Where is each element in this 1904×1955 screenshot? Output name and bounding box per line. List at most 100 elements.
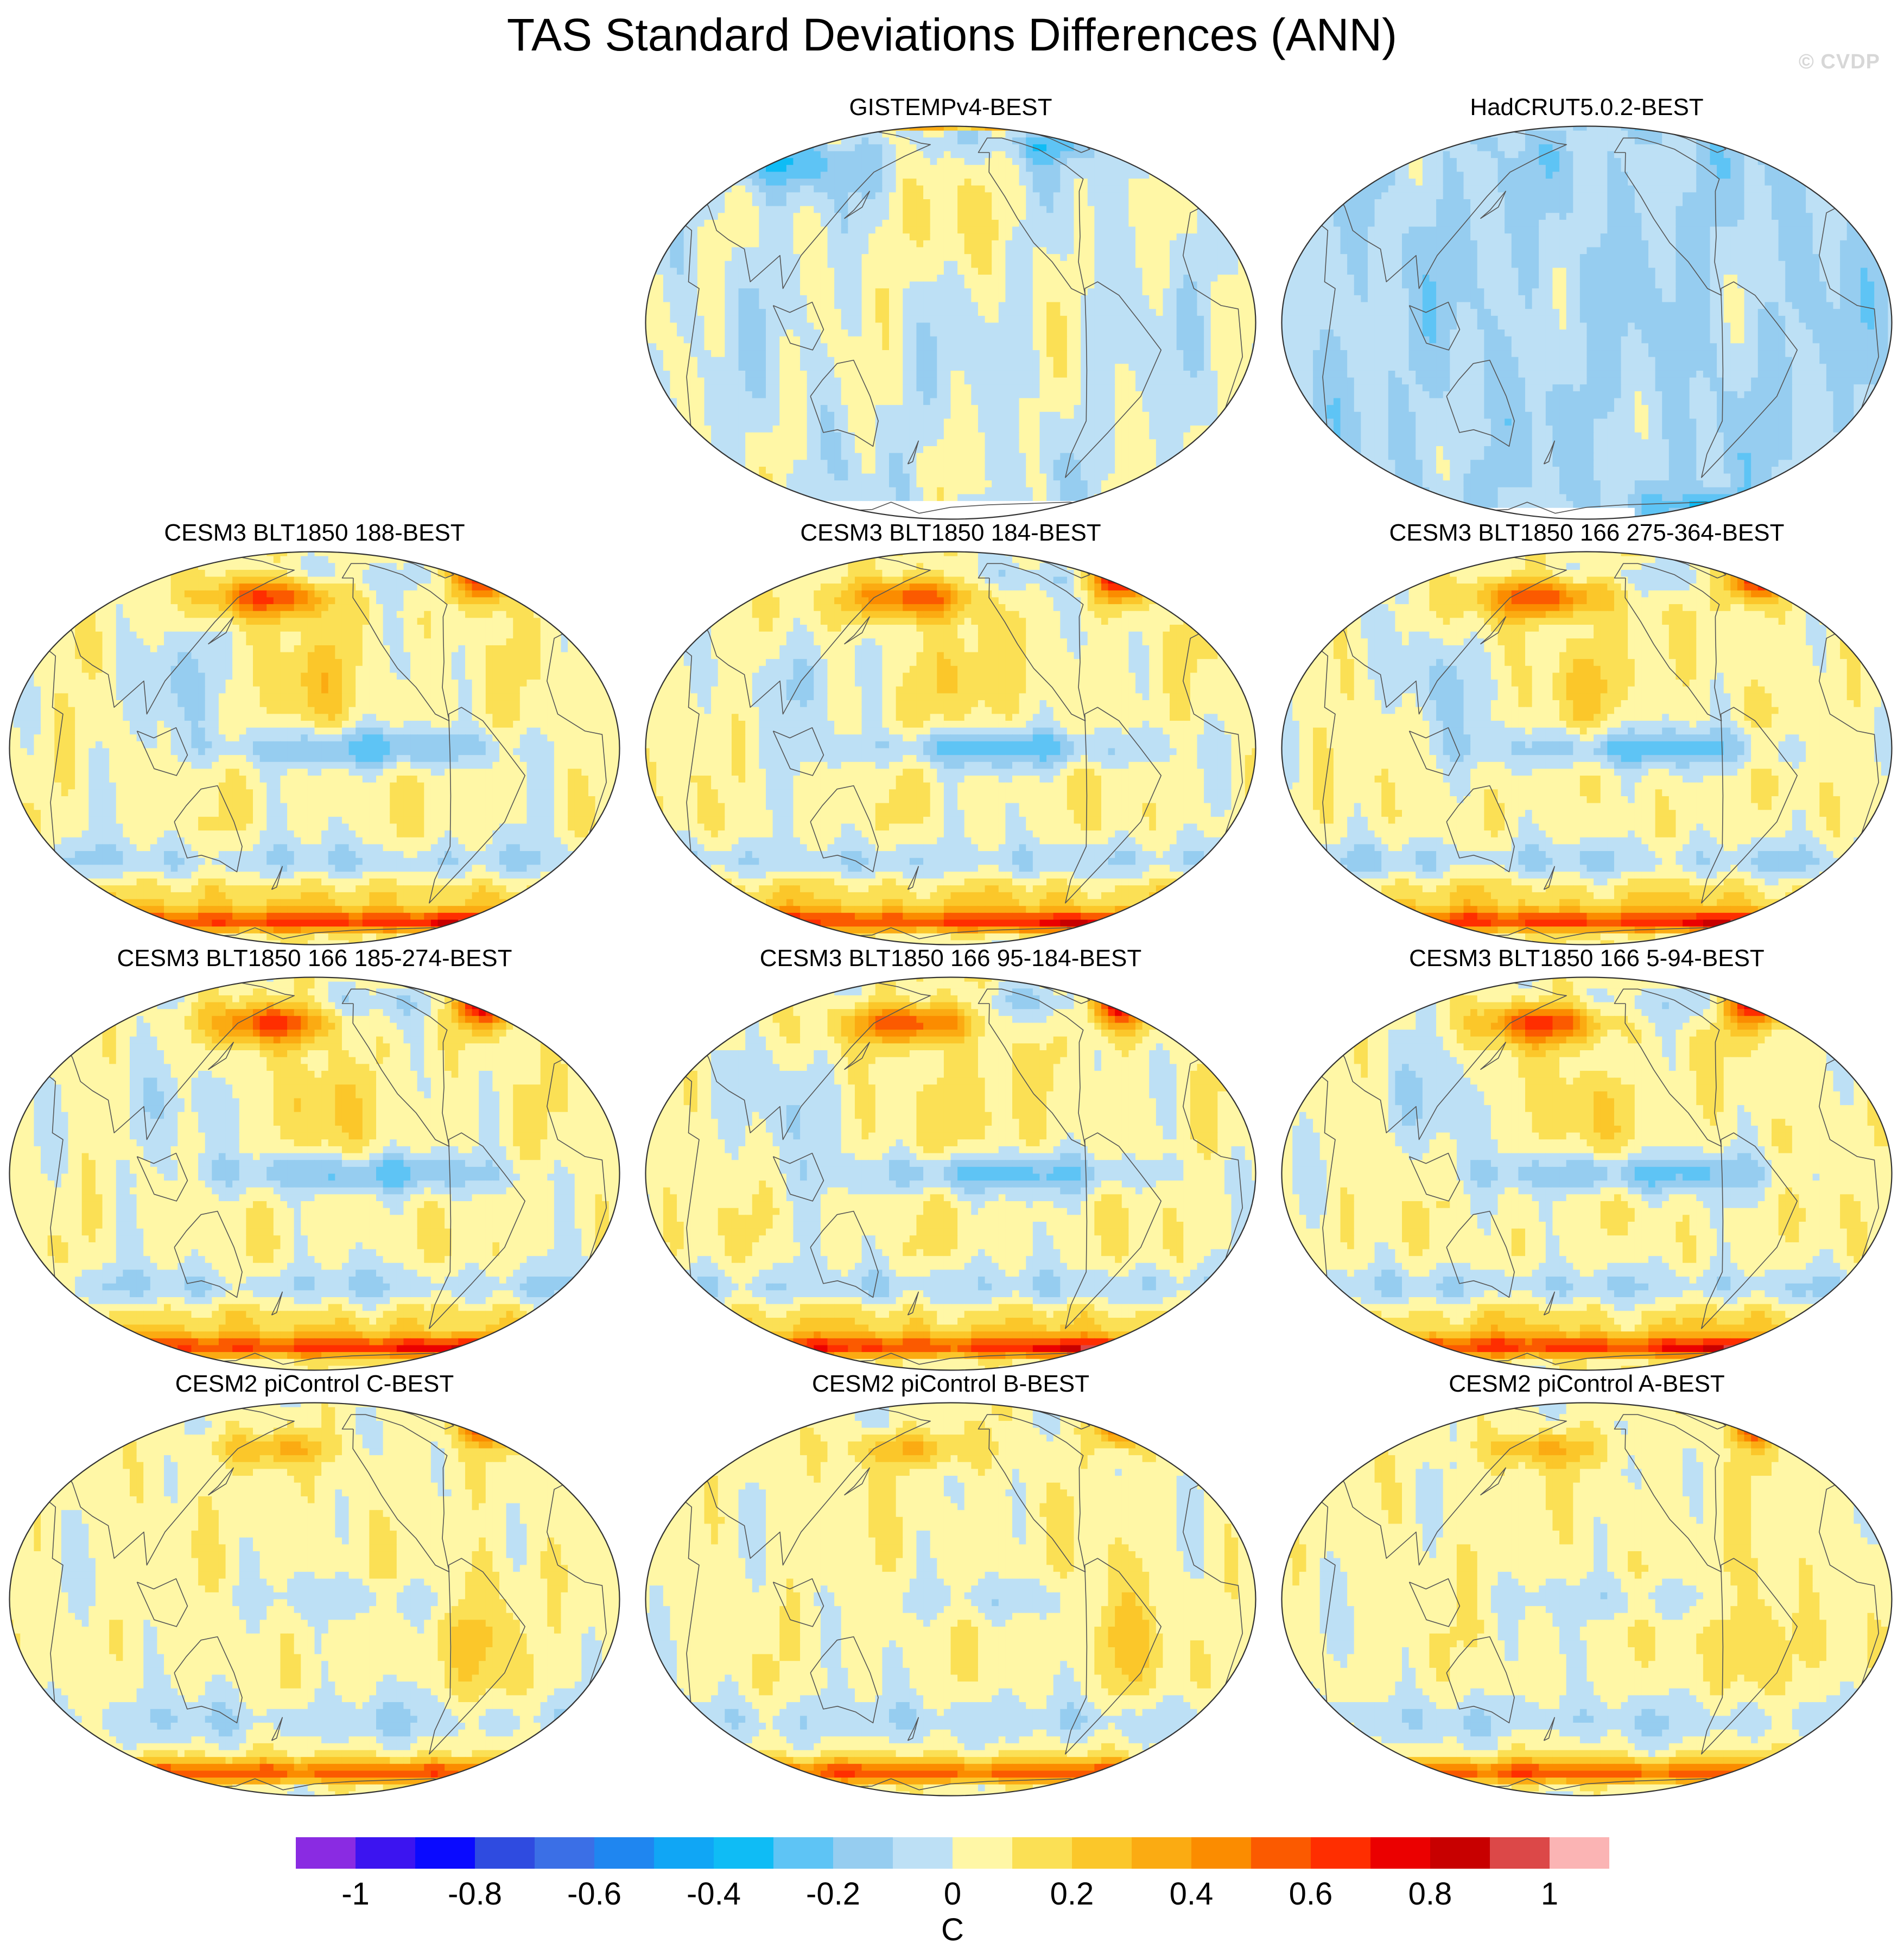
map-cell <box>868 494 876 502</box>
map-cell <box>1026 439 1033 447</box>
map-cell <box>930 364 937 371</box>
map-cell <box>1744 179 1751 186</box>
map-cell <box>1115 247 1122 255</box>
map-cell <box>909 164 917 173</box>
map-cell <box>1026 446 1033 454</box>
map-cell <box>725 377 732 385</box>
map-cell <box>820 405 828 412</box>
map-cell <box>848 199 855 207</box>
map-cell <box>827 398 835 405</box>
map-cell <box>1197 405 1204 412</box>
map-cell <box>1737 179 1745 186</box>
map-cell <box>1026 137 1033 145</box>
map-cell <box>772 295 780 303</box>
map-cell <box>1381 206 1389 213</box>
map-cell <box>957 185 965 193</box>
map-cell <box>882 432 890 440</box>
map-cell <box>1190 213 1198 220</box>
map-cell <box>1799 172 1806 179</box>
map-cell <box>1012 261 1020 268</box>
map-cell <box>677 254 684 262</box>
map-cell <box>896 126 903 131</box>
map-cell <box>1559 179 1567 186</box>
map-cell <box>779 357 787 364</box>
map-cell <box>923 411 931 420</box>
map-cell <box>854 247 862 255</box>
map-cell <box>909 268 917 275</box>
map-cell <box>834 240 842 248</box>
map-cell <box>1675 137 1683 145</box>
map-cell <box>1074 329 1081 337</box>
map-cell <box>1361 192 1368 200</box>
map-cell <box>1135 384 1143 392</box>
map-cell <box>964 398 972 405</box>
map-cell <box>1456 206 1464 213</box>
map-cell <box>1005 302 1013 309</box>
map-cell <box>1067 315 1075 323</box>
map-cell <box>704 315 712 323</box>
map-cell <box>937 501 944 509</box>
map-cell <box>725 370 732 378</box>
map-cell <box>971 206 979 213</box>
map-cell <box>834 144 842 152</box>
map-cell <box>1074 199 1081 207</box>
map-cell <box>677 398 684 405</box>
map-cell <box>861 460 869 467</box>
map-cell <box>1586 144 1594 152</box>
map-cell <box>1717 172 1724 179</box>
map-cell <box>827 370 835 378</box>
map-cell <box>1238 240 1246 248</box>
map-cell <box>807 350 814 358</box>
map-cell <box>1422 164 1430 173</box>
map-cell <box>1579 126 1588 131</box>
map-cell <box>1094 466 1102 474</box>
map-cell <box>943 377 951 385</box>
map-cell <box>1463 179 1471 186</box>
map-cell <box>752 233 759 241</box>
map-cell <box>1210 315 1218 323</box>
map-cell <box>889 295 897 303</box>
map-cell <box>943 343 951 351</box>
map-cell <box>1190 398 1198 405</box>
map-cell <box>985 336 992 344</box>
map-cell <box>1032 336 1040 344</box>
map-cell <box>841 426 848 433</box>
map-cell <box>827 268 835 275</box>
map-cell <box>875 288 883 296</box>
map-cell <box>1060 240 1068 248</box>
map-cell <box>1128 343 1136 351</box>
map-cell <box>937 384 944 392</box>
map-cell <box>725 268 732 275</box>
map-cell <box>766 179 773 186</box>
map-cell <box>978 254 986 262</box>
map-cell <box>1115 179 1122 186</box>
map-cell <box>1108 213 1115 220</box>
map-cell <box>957 261 965 268</box>
map-cell <box>1128 466 1136 474</box>
map-cell <box>992 164 999 173</box>
map-cell <box>964 460 972 467</box>
map-cell <box>683 343 691 351</box>
map-cell <box>738 268 746 275</box>
map-cell <box>903 405 910 412</box>
map-cell <box>978 185 986 193</box>
map-cell <box>1039 405 1047 412</box>
map-cell <box>1060 315 1068 323</box>
map-cell <box>1463 130 1471 138</box>
map-cell <box>1060 405 1068 412</box>
map-cell <box>656 370 664 378</box>
map-cell <box>1163 364 1170 371</box>
map-cell <box>998 206 1006 213</box>
map-cell <box>738 350 746 358</box>
map-cell <box>1067 275 1075 282</box>
map-cell <box>766 446 773 454</box>
map-cell <box>985 411 992 420</box>
map-cell <box>1121 398 1129 405</box>
map-cell <box>670 411 677 420</box>
map-cell <box>1121 411 1129 420</box>
map-cell <box>1135 281 1143 289</box>
map-cell <box>1081 426 1088 433</box>
map-cell <box>1456 164 1464 173</box>
map-cell <box>882 288 890 296</box>
map-cell <box>1115 439 1122 447</box>
